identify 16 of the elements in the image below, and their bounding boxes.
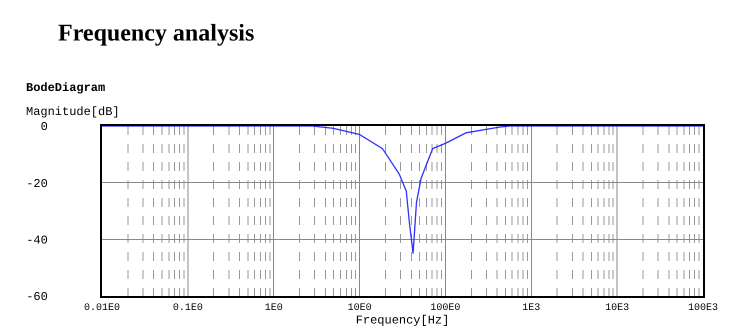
x-tick-label: 100E0 — [430, 302, 460, 314]
chart-subtitle: BodeDiagram — [26, 81, 106, 95]
x-axis-title: Frequency[Hz] — [356, 314, 450, 328]
x-tick-label: 0.01E0 — [84, 302, 120, 314]
y-tick-label: 0 — [40, 120, 48, 134]
y-tick-label: -60 — [26, 290, 48, 304]
x-tick-label: 10E0 — [348, 302, 372, 314]
y-tick-label: -20 — [26, 176, 48, 191]
x-tick-label: 1E0 — [264, 302, 283, 314]
x-tick-label: 1E3 — [522, 302, 540, 314]
y-tick-label: -40 — [26, 234, 48, 248]
y-axis-title: Magnitude[dB] — [26, 105, 120, 119]
chart-title: Frequency analysis — [58, 20, 254, 46]
x-tick-label: 10E3 — [605, 302, 630, 314]
x-tick-label: 100E3 — [688, 302, 718, 314]
x-tick-label: 0.1E0 — [172, 302, 203, 314]
